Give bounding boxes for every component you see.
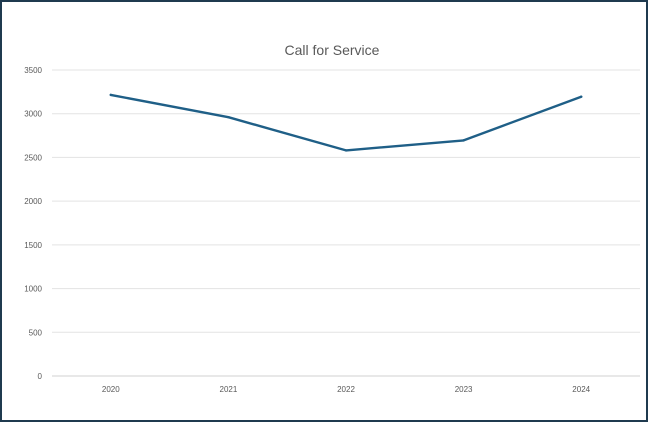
x-tick-label: 2022 xyxy=(337,385,355,394)
x-tick-label: 2024 xyxy=(572,385,590,394)
y-tick-label: 3000 xyxy=(24,110,42,119)
series-group xyxy=(109,93,583,152)
chart-title: Call for Service xyxy=(285,42,380,58)
y-tick-label: 500 xyxy=(29,328,43,337)
x-tick-label: 2020 xyxy=(102,385,120,394)
data-point xyxy=(109,93,113,97)
data-point xyxy=(580,95,583,98)
data-point xyxy=(462,139,465,142)
y-tick-label: 3500 xyxy=(24,66,42,75)
y-tick-label: 2000 xyxy=(24,197,42,206)
gridlines xyxy=(52,69,640,377)
y-tick-label: 1000 xyxy=(24,285,42,294)
data-point xyxy=(344,149,348,152)
data-point xyxy=(227,116,230,119)
y-axis-ticks: 0 500 1000 1500 2000 2500 3000 3500 xyxy=(24,66,42,381)
x-tick-label: 2023 xyxy=(455,385,473,394)
series-line xyxy=(109,93,583,152)
y-tick-label: 1500 xyxy=(24,241,42,250)
y-tick-label: 0 xyxy=(38,372,43,381)
x-tick-label: 2021 xyxy=(220,385,238,394)
x-axis-ticks: 2020 2021 2022 2023 2024 xyxy=(102,385,591,394)
y-tick-label: 2500 xyxy=(24,153,42,162)
